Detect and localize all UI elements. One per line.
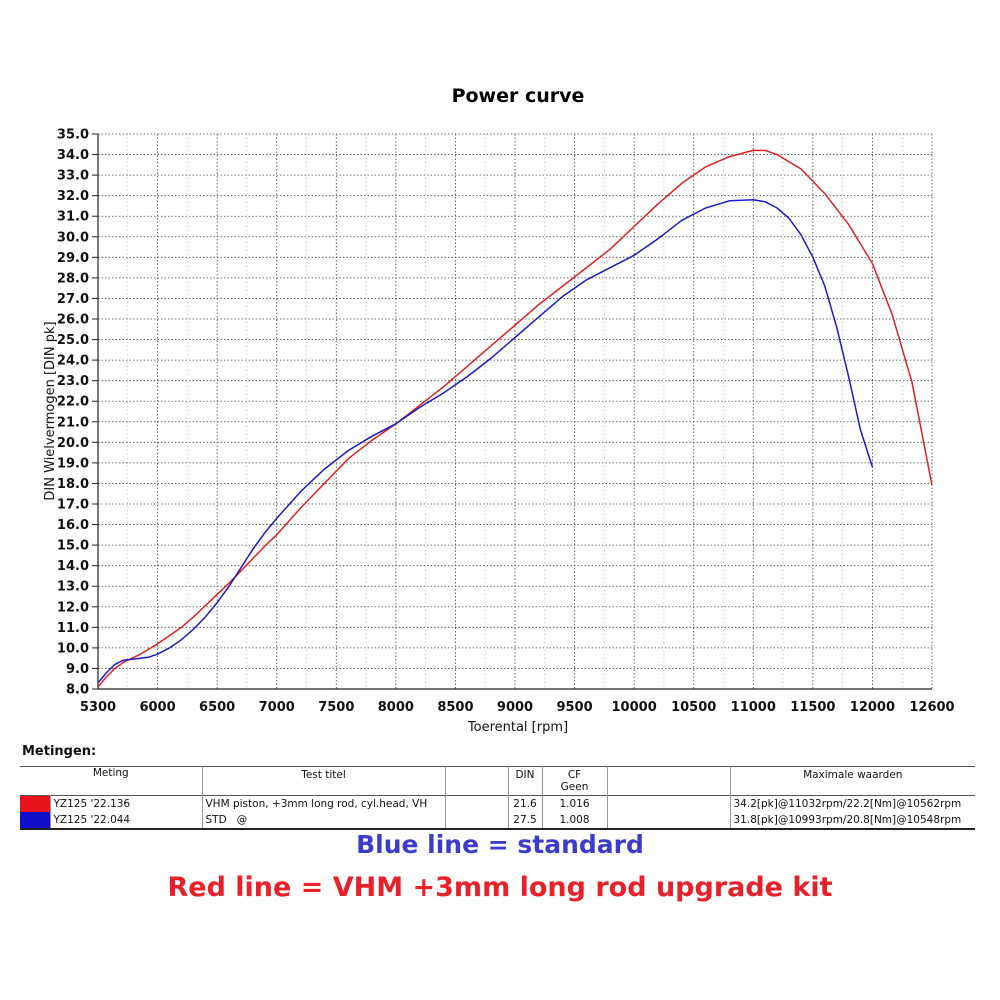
column-header-test-titel: Test titel [201,766,445,796]
x-tick-label: 9000 [497,700,533,715]
x-axis-label: Toerental [rpm] [467,720,568,735]
metingen-heading: Metingen: [22,744,97,759]
red-swatch [20,796,50,812]
run-color-swatch [20,796,50,812]
power-curve-chart: Power curve 5300 6000 6500 7000 7500 8000 8500… [43,85,955,735]
axes [92,133,932,690]
y-tick-label: 24.0 [57,354,89,369]
x-tick-label: 8500 [437,700,473,715]
y-tick-label: 10.0 [57,641,89,656]
x-tick-label: 9500 [556,700,592,715]
x-tick-label: 12600 [909,700,954,715]
x-tick-label: 11000 [731,700,776,715]
y-tick-label: 19.0 [57,456,89,471]
y-tick-label: 15.0 [57,539,89,554]
x-tick-label: 11500 [790,700,835,715]
y-tick-label: 35.0 [57,128,89,143]
y-tick-label: 16.0 [57,518,89,533]
column-header-cf: CF Geen [541,766,607,796]
y-tick-label: 33.0 [57,169,89,184]
table-row[interactable]: YZ125 '22.044 STD @ 27.5 1.008 31.8[pk]@… [20,812,975,829]
y-tick-label: 12.0 [57,600,89,615]
run-din: 27.5 [507,812,542,829]
run-din: 21.6 [507,795,542,812]
y-tick-label: 32.0 [57,189,89,204]
run-name: YZ125 '22.136 [49,795,202,812]
red-line-caption: Red line = VHM +3mm long rod upgrade kit [167,872,833,903]
x-tick-label: 10000 [612,700,657,715]
y-tick-label: 26.0 [57,313,89,328]
y-tick-label: 11.0 [57,621,89,636]
y-tick-label: 30.0 [57,230,89,245]
table-row[interactable]: YZ125 '22.136 VHM piston, +3mm long rod,… [20,795,975,812]
x-tick-label: 5300 [80,700,116,715]
column-header-spacer [444,766,508,796]
runs-table: Meting Test titel DIN CF Geen Maximale wa… [20,766,975,830]
y-axis-label: DIN Wielvermogen [DIN pk] [43,321,58,500]
series-lines [97,149,933,688]
y-tick-label: 29.0 [57,251,89,266]
y-tick-label: 31.0 [57,210,89,225]
y-tick-label: 9.0 [66,662,89,677]
y-tick-label: 23.0 [57,374,89,389]
series-line-blue [97,199,874,684]
y-tick-label: 22.0 [57,395,89,410]
run-cf: 1.008 [541,812,607,829]
y-tick-label: 25.0 [57,333,89,348]
run-cf: 1.016 [541,795,607,812]
y-tick-label: 17.0 [57,498,89,513]
x-tick-label: 7000 [259,700,295,715]
run-name: YZ125 '22.044 [49,812,202,829]
y-tick-label: 34.0 [57,148,89,163]
y-tick-label: 8.0 [66,683,89,698]
y-tick-label: 13.0 [57,580,89,595]
column-header-spacer [606,766,730,796]
y-tick-label: 14.0 [57,559,89,574]
x-tick-label: 7500 [318,700,354,715]
run-spacer [444,812,508,829]
x-tick-label: 6000 [139,700,175,715]
blue-swatch [20,812,50,828]
grid-lines [98,133,933,689]
series-line-red [97,149,933,688]
table-header-row: Meting Test titel DIN CF Geen Maximale wa… [20,766,975,796]
y-tick-label: 18.0 [57,477,89,492]
run-spacer [606,812,730,829]
x-tick-label: 10500 [671,700,716,715]
y-tick-labels: 8.0 9.0 10.0 11.0 12.0 13.0 14.0 15.0 16.0 17.0 18… [57,128,89,698]
x-tick-label: 12000 [850,700,895,715]
blue-line-caption: Blue line = standard [356,830,644,859]
x-tick-labels: 5300 6000 6500 7000 7500 8000 8500 9000 9500 1000… [80,700,955,715]
cf-sublabel: Geen [560,781,589,793]
cf-label: CF [567,769,582,781]
chart-title: Power curve [452,85,585,107]
run-color-swatch [20,812,50,829]
column-header-din: DIN [507,766,542,796]
run-spacer [444,795,508,812]
run-test-title: VHM piston, +3mm long rod, cyl.head, VH [201,795,445,812]
y-tick-label: 27.0 [57,292,89,307]
x-tick-label: 8000 [378,700,414,715]
run-max-values: 34.2[pk]@11032rpm/22.2[Nm]@10562rpm [729,795,975,812]
x-tick-label: 6500 [199,700,235,715]
y-tick-label: 28.0 [57,271,89,286]
column-header-meting: Meting [92,767,129,779]
run-test-title: STD @ [201,812,445,829]
run-max-values: 31.8[pk]@10993rpm/20.8[Nm]@10548rpm [729,812,975,829]
y-tick-label: 21.0 [57,415,89,430]
column-header-maximale: Maximale waarden [729,766,975,796]
y-tick-label: 20.0 [57,436,89,451]
run-spacer [606,795,730,812]
